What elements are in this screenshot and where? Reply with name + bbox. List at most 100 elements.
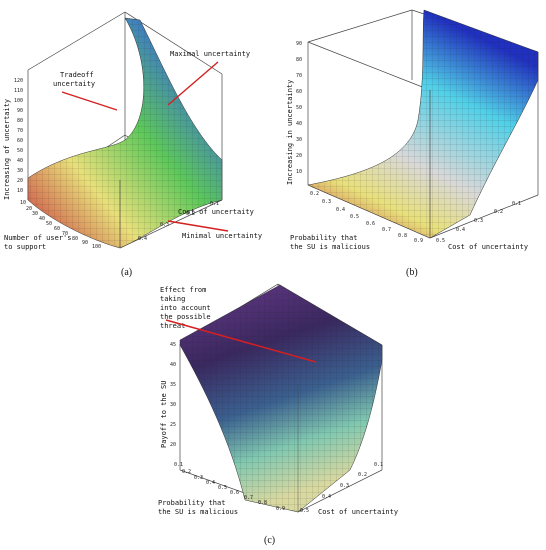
c-zlabel: Payoff to the SU [160,381,168,448]
b-xtick: 0.2 [494,209,503,215]
c-annotation: Effect from taking into account the poss… [160,286,317,363]
c-ztick: 35 [170,382,176,388]
c-ylabel-2: the SU is malicious [158,508,238,516]
b-ytick: 0.3 [322,199,331,205]
a-xtick: 0.1 [210,201,219,207]
b-ztick: 70 [296,73,302,79]
c-ylabel: Probability that [158,499,225,507]
tradeoff-label-2: uncertaity [53,80,95,88]
a-ztick: 110 [14,88,23,94]
c-xtick: 0.3 [340,483,349,489]
b-xlabel: Cost of uncertainty [448,243,528,251]
b-ylabel: Probability that [290,234,357,242]
a-ytick: 80 [72,236,78,242]
a-ztick: 90 [17,108,23,114]
a-ytick: 90 [82,240,88,246]
c-xtick: 0.2 [358,472,367,478]
b-ytick: 0.4 [336,207,345,213]
b-ytick: 0.9 [414,238,423,244]
a-zlabel: Increasing of uncertaity [3,99,11,200]
maximal-arrow [167,61,219,106]
b-ztick: 30 [296,137,302,143]
threat-label-5: threat [160,322,185,330]
a-annotations: Tradeoff uncertaity Maximal uncertainty … [53,50,262,240]
b-ztick: 60 [296,89,302,95]
b-ylabel-2: the SU is malicious [290,243,370,251]
c-xtick: 0.1 [374,462,383,468]
a-ytick: 10 [20,200,26,206]
caption-b: (b) [406,267,418,278]
a-ztick: 70 [17,128,23,134]
a-xtick: 0.4 [138,236,147,242]
tradeoff-label: Tradeoff [60,71,94,79]
a-ytick: 100 [92,244,101,250]
b-ytick: 0.5 [350,214,359,220]
a-ztick: 10 [17,188,23,194]
c-ytick: 0.5 [218,485,227,491]
c-xtick: 0.4 [322,494,331,500]
a-ztick: 40 [17,158,23,164]
b-ztick: 10 [296,169,302,175]
c-ytick: 0.2 [182,469,191,475]
a-ytick: 40 [39,216,45,222]
c-xlabel: Cost of uncertainty [318,508,398,516]
caption-c: (c) [264,535,275,546]
c-ztick: 30 [170,402,176,408]
c-ytick: 0.8 [258,500,267,506]
a-ztick: 60 [17,138,23,144]
c-ztick: 40 [170,362,176,368]
threat-label-4: the possible [160,313,211,321]
a-ytick: 20 [26,206,32,212]
b-ytick: 0.7 [382,227,391,233]
a-ytick: 60 [54,226,60,232]
panel-a: 120 110 100 90 80 70 60 50 40 30 20 10 1… [3,11,262,278]
c-ytick: 0.7 [244,495,253,501]
threat-label-3: into account [160,304,211,312]
minimal-label: Minimal uncertainty [182,232,262,240]
a-ytick: 30 [32,211,38,217]
a-ztick: 50 [17,148,23,154]
caption-a: (a) [121,267,132,278]
b-ztick: 90 [296,41,302,47]
minimal-arrow [167,220,229,232]
b-ztick: 20 [296,153,302,159]
a-ytick: 50 [46,221,52,227]
c-ytick: 0.6 [230,490,239,496]
c-xtick: 0.5 [300,508,309,514]
c-ytick: 0.9 [276,506,285,512]
panel-b: 90 80 70 60 50 40 30 20 10 0.2 0.3 0.4 0… [286,9,539,278]
b-zlabel: Increasing in uncertainty [286,80,294,185]
b-xtick: 0.1 [512,201,521,207]
tradeoff-arrow [61,91,118,111]
b-xtick: 0.5 [436,238,445,244]
c-ztick: 45 [170,342,176,348]
b-xtick: 0.4 [456,227,465,233]
c-ytick: 0.3 [194,475,203,481]
c-ytick: 0.4 [206,480,215,486]
a-ylabel: Number of user's [4,234,71,242]
b-ztick: 80 [296,57,302,63]
c-ztick: 20 [170,442,176,448]
b-ytick: 0.6 [366,221,375,227]
a-ylabel-2: to support [4,243,46,251]
threat-label: Effect from [160,286,206,294]
c-ztick: 25 [170,422,176,428]
threat-arrow [165,319,317,363]
c-ytick: 0.1 [174,462,183,468]
maximal-label: Maximal uncertainty [170,50,250,58]
b-xtick: 0.3 [474,218,483,224]
b-ytick: 0.8 [398,233,407,239]
b-ztick: 50 [296,105,302,111]
a-ztick: 80 [17,118,23,124]
b-ytick: 0.2 [310,191,319,197]
a-ztick: 20 [17,178,23,184]
a-ztick: 100 [14,98,23,104]
a-xtick: 0.3 [160,222,169,228]
threat-label-2: taking [160,295,185,303]
a-ztick: 120 [14,78,23,84]
a-ytick: 70 [62,231,68,237]
a-xtick: 0.2 [186,211,195,217]
a-ztick: 30 [17,168,23,174]
b-ztick: 40 [296,121,302,127]
